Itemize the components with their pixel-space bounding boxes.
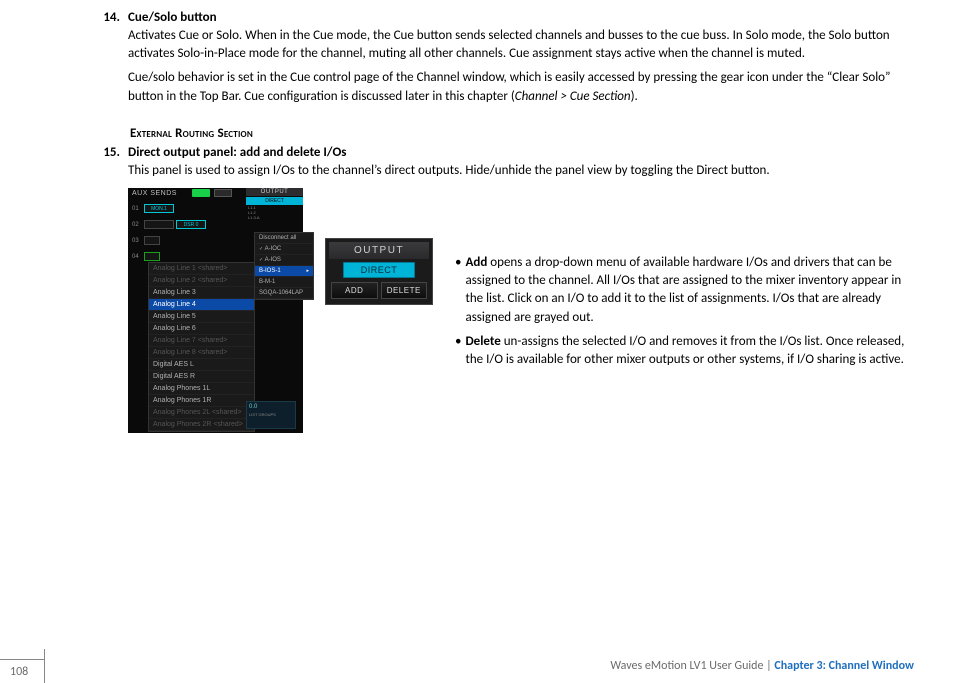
dropdown-item[interactable]: Analog Line 3 xyxy=(149,287,254,299)
bullet-delete: • Delete un-assigns the selected I/O and… xyxy=(455,333,914,369)
bullet-delete-lead: Delete xyxy=(465,334,500,349)
item-14-para2-italic: Channel > Cue Section xyxy=(515,89,631,104)
bullet-delete-text: Delete un-assigns the selected I/O and r… xyxy=(465,333,914,369)
aux-send-chip[interactable]: DSR 0 xyxy=(176,220,206,229)
submenu-item[interactable]: B-IOS-1 xyxy=(255,266,313,277)
dropdown-item[interactable]: Analog Line 2 <shared> xyxy=(149,275,254,287)
aux-send-row-num: 04 xyxy=(132,254,142,260)
output-panel-buttons: ADD DELETE xyxy=(329,282,429,301)
aux-output-line: L1.3.A xyxy=(246,215,303,220)
screenshot-aux-sends: AUX SENDS 01MON.1 02 DSR 0 03 04 OUTPUT DIRE… xyxy=(128,188,303,433)
bullets-column: • Add opens a drop-down menu of availabl… xyxy=(455,188,914,433)
aux-send-chip[interactable] xyxy=(144,252,160,261)
submenu-item[interactable]: B-M-1 xyxy=(255,277,313,288)
dropdown-item[interactable]: Analog Line 4 xyxy=(149,299,254,311)
item-15: 15. Direct output panel: add and delete … xyxy=(90,145,914,433)
submenu-item[interactable]: SGQA-1064LAP xyxy=(255,288,313,299)
footer-sep: | xyxy=(763,659,774,673)
item-15-body: Direct output panel: add and delete I/Os… xyxy=(128,145,914,433)
dropdown-item[interactable]: Analog Line 1 <shared> xyxy=(149,263,254,275)
item-14-para1: Activates Cue or Solo. When in the Cue m… xyxy=(128,27,914,63)
add-button[interactable]: ADD xyxy=(331,282,378,299)
aux-send-chip[interactable] xyxy=(144,236,160,245)
aux-send-row-num: 03 xyxy=(132,238,142,244)
aux-send-row: 02 DSR 0 xyxy=(128,218,238,232)
aux-output-title: OUTPUT xyxy=(246,188,303,196)
aux-sends-rows: 01MON.1 02 DSR 0 03 04 xyxy=(128,202,238,266)
output-panel-title: OUTPUT xyxy=(329,242,429,259)
aux-send-chip[interactable]: MON.1 xyxy=(144,204,174,213)
footer-guide: Waves eMotion LV1 User Guide xyxy=(610,659,763,673)
delete-button[interactable]: DELETE xyxy=(381,282,428,299)
submenu-item[interactable]: Disconnect all xyxy=(255,233,313,244)
output-direct-panel: OUTPUT DIRECT ADD DELETE xyxy=(325,238,433,305)
submenu-item[interactable]: A-IOS xyxy=(255,255,313,266)
dropdown-item[interactable]: Analog Phones 1R xyxy=(149,395,254,407)
aux-sends-panel: AUX SENDS 01MON.1 02 DSR 0 03 04 OUTPUT DIRE… xyxy=(128,188,303,433)
item-14-para2: Cue/solo behavior is set in the Cue cont… xyxy=(128,69,914,105)
aux-dropdown: Analog Line 1 <shared>Analog Line 2 <sha… xyxy=(148,262,255,432)
dropdown-item[interactable]: Analog Phones 2L <shared> xyxy=(149,407,254,419)
aux-send-row: 03 xyxy=(128,234,238,248)
dropdown-item[interactable]: Analog Line 5 xyxy=(149,311,254,323)
dropdown-item[interactable]: Analog Line 8 <shared> xyxy=(149,347,254,359)
item-14-body: Cue/Solo button Activates Cue or Solo. W… xyxy=(128,10,914,112)
aux-sends-header: AUX SENDS xyxy=(132,190,177,197)
item-14: 14. Cue/Solo button Activates Cue or Sol… xyxy=(90,10,914,112)
item-15-title: Direct output panel: add and delete I/Os xyxy=(128,145,914,160)
aux-send-chip[interactable] xyxy=(144,220,174,229)
bullet-add-lead: Add xyxy=(465,255,487,270)
item-14-para2-a: Cue/solo behavior is set in the Cue cont… xyxy=(128,70,890,103)
dropdown-item[interactable]: Analog Phones 1L xyxy=(149,383,254,395)
footer-rule xyxy=(0,659,44,660)
aux-output-block: OUTPUT DIRECT L1.1L1.2L1.3.A xyxy=(246,188,303,220)
dropdown-item[interactable]: Analog Line 7 <shared> xyxy=(149,335,254,347)
bullet-add-text: Add opens a drop-down menu of available … xyxy=(465,254,914,327)
figure-row: AUX SENDS 01MON.1 02 DSR 0 03 04 OUTPUT DIRE… xyxy=(128,188,914,433)
footer-chapter: Chapter 3: Channel Window xyxy=(774,659,914,673)
aux-send-row: 01MON.1 xyxy=(128,202,238,216)
item-14-para2-b: ). xyxy=(631,89,638,104)
footer-vrule xyxy=(44,649,45,683)
aux-output-lines: L1.1L1.2L1.3.A xyxy=(246,205,303,220)
aux-send-row-num: 01 xyxy=(132,206,142,212)
page: 14. Cue/Solo button Activates Cue or Sol… xyxy=(0,0,954,675)
submenu-item[interactable]: A-IOC xyxy=(255,244,313,255)
aux-bottom-num: 0.0 xyxy=(247,402,295,412)
item-15-para: This panel is used to assign I/Os to the… xyxy=(128,162,914,180)
item-15-number: 15. xyxy=(90,145,128,433)
aux-sends-badge-green xyxy=(192,189,210,197)
bullet-delete-body: un-assigns the selected I/O and removes … xyxy=(465,334,904,367)
dropdown-item[interactable]: Digital AES L xyxy=(149,359,254,371)
item-14-number: 14. xyxy=(90,10,128,112)
aux-send-row-num: 02 xyxy=(132,222,142,228)
page-number: 108 xyxy=(10,665,28,679)
bullet-dot-icon: • xyxy=(455,254,465,327)
footer-text: Waves eMotion LV1 User Guide | Chapter 3… xyxy=(610,659,914,673)
aux-bottom-box: 0.0 LIST GROUPS xyxy=(246,401,296,429)
section-header-external-routing: External Routing Section xyxy=(130,126,914,141)
bullet-add-body: opens a drop-down menu of available hard… xyxy=(465,255,901,325)
dropdown-item[interactable]: Analog Line 6 xyxy=(149,323,254,335)
direct-button[interactable]: DIRECT xyxy=(343,262,415,278)
aux-bottom-label: LIST GROUPS xyxy=(247,412,295,417)
content-area: 14. Cue/Solo button Activates Cue or Sol… xyxy=(90,10,914,433)
aux-output-direct: DIRECT xyxy=(246,197,303,205)
bullet-add: • Add opens a drop-down menu of availabl… xyxy=(455,254,914,327)
item-14-title: Cue/Solo button xyxy=(128,10,914,25)
screenshot-output-panel-col: OUTPUT DIRECT ADD DELETE xyxy=(325,188,433,433)
dropdown-item[interactable]: Analog Phones 2R <shared> xyxy=(149,419,254,431)
dropdown-item[interactable]: Digital AES R xyxy=(149,371,254,383)
aux-submenu: Disconnect allA-IOCA-IOSB-IOS-1B-M-1SGQA… xyxy=(254,232,314,300)
aux-sends-badge-dark xyxy=(214,189,232,197)
bullet-dot-icon: • xyxy=(455,333,465,369)
